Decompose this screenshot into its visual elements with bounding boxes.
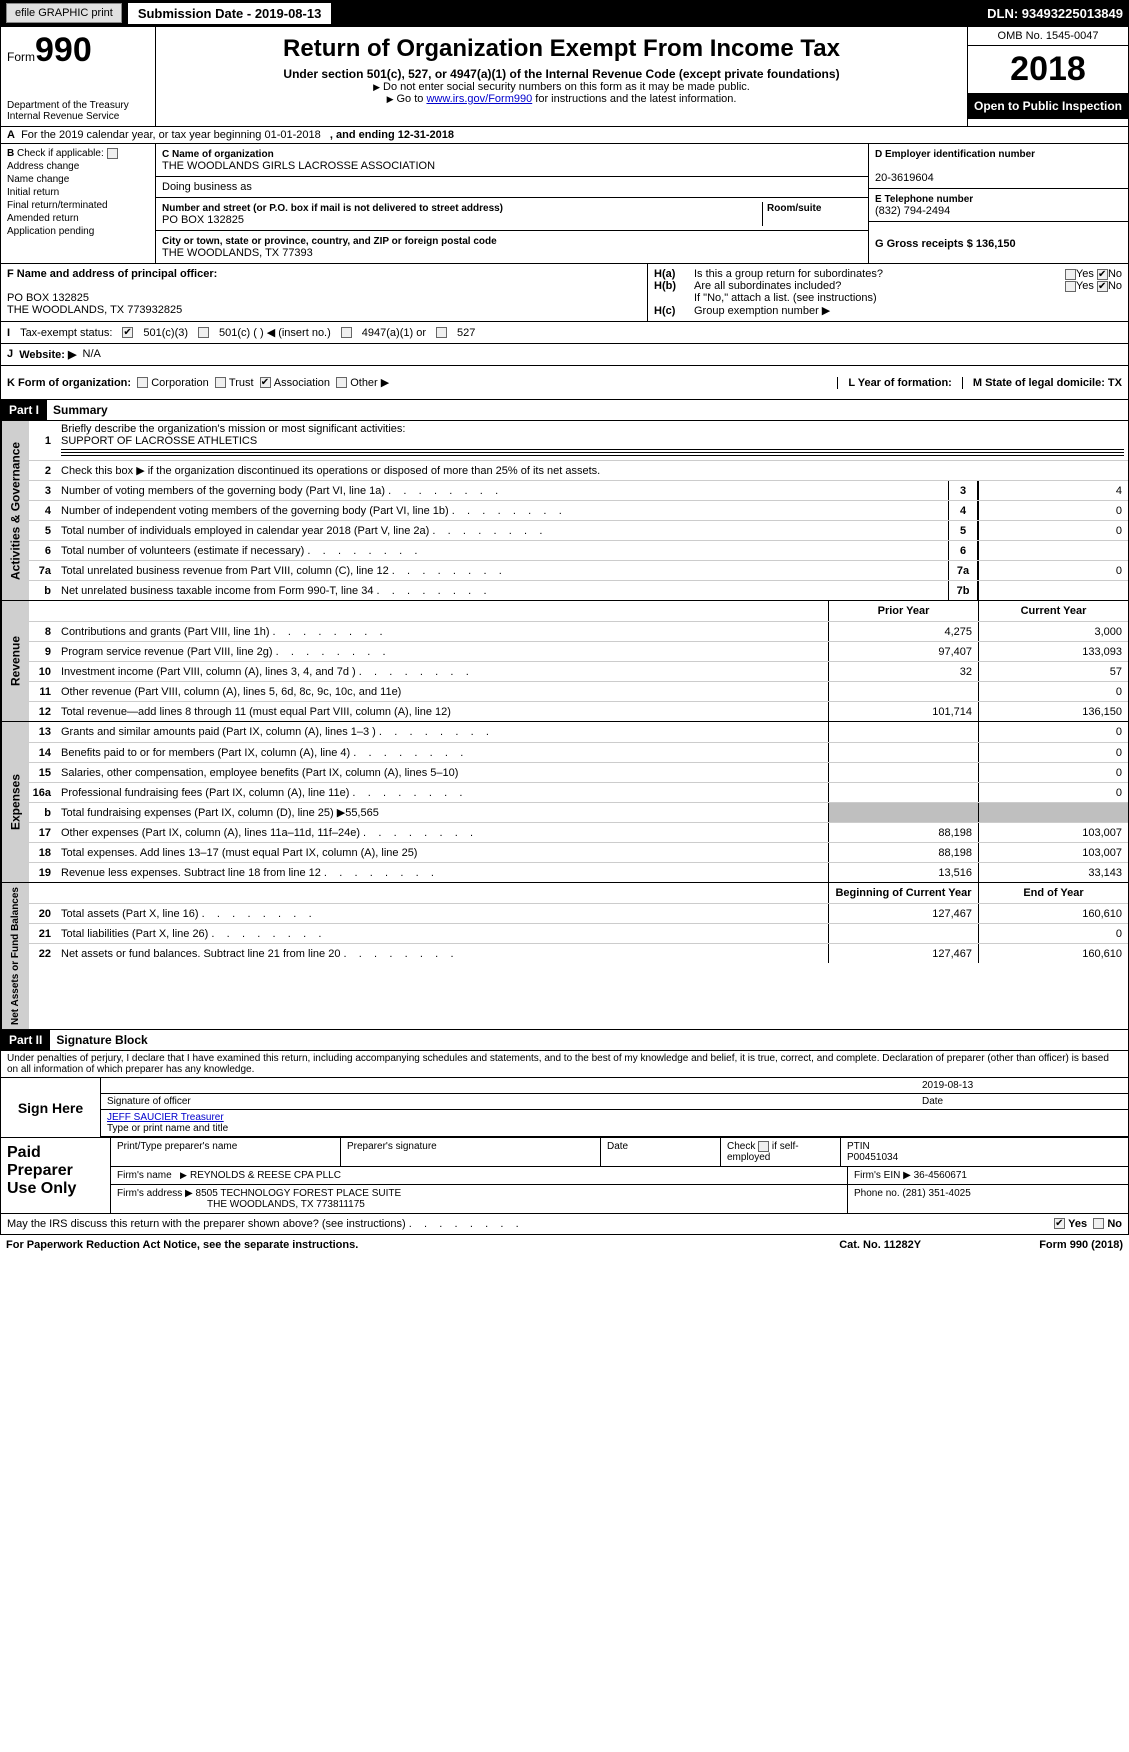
revenue-section: Revenue Prior YearCurrent Year 8Contribu… [0, 601, 1129, 722]
dept-treasury: Department of the Treasury [7, 100, 149, 111]
signature-block: Sign Here 2019-08-13 Signature of office… [0, 1078, 1129, 1138]
street: PO BOX 132825 [162, 214, 244, 226]
column-c: C Name of organizationTHE WOODLANDS GIRL… [156, 144, 868, 263]
section-bcd: B Check if applicable: Address change Na… [0, 144, 1129, 264]
expenses-section: Expenses 13Grants and similar amounts pa… [0, 722, 1129, 883]
row-i: I Tax-exempt status: 501(c)(3) 501(c) ( … [0, 322, 1129, 344]
phone: (832) 794-2494 [875, 205, 950, 217]
col-h: H(a)Is this a group return for subordina… [648, 264, 1128, 321]
form-prefix: Form [7, 50, 35, 64]
form-subtitle: Under section 501(c), 527, or 4947(a)(1)… [162, 67, 961, 81]
row-j: J Website: ▶ N/A [0, 344, 1129, 366]
form-note1: Do not enter social security numbers on … [162, 81, 961, 93]
tax-year: 2018 [968, 46, 1128, 93]
org-name: THE WOODLANDS GIRLS LACROSSE ASSOCIATION [162, 160, 435, 172]
part1-header: Part I Summary [0, 400, 1129, 421]
ein: 20-3619604 [875, 172, 934, 184]
form-number: 990 [35, 31, 92, 69]
form-title: Return of Organization Exempt From Incom… [162, 35, 961, 63]
dln: DLN: 93493225013849 [987, 6, 1129, 21]
dept-irs: Internal Revenue Service [7, 111, 149, 122]
section-fgh: F Name and address of principal officer:… [0, 264, 1129, 322]
signer-name[interactable]: JEFF SAUCIER Treasurer [107, 1112, 224, 1123]
submission-date: Submission Date - 2019-08-13 [128, 3, 332, 24]
discuss-row: May the IRS discuss this return with the… [0, 1214, 1129, 1235]
perjury-statement: Under penalties of perjury, I declare th… [0, 1051, 1129, 1078]
topbar: efile GRAPHIC print Submission Date - 20… [0, 0, 1129, 26]
row-a: A For the 2019 calendar year, or tax yea… [0, 127, 1129, 144]
net-assets-section: Net Assets or Fund Balances Beginning of… [0, 883, 1129, 1030]
form-header: Form990 Department of the Treasury Inter… [0, 26, 1129, 127]
open-to-public: Open to Public Inspection [968, 93, 1128, 119]
form-note2: Go to www.irs.gov/Form990 for instructio… [162, 93, 961, 105]
efile-button[interactable]: efile GRAPHIC print [6, 3, 122, 23]
column-b: B Check if applicable: Address change Na… [1, 144, 156, 263]
gross-receipts: G Gross receipts $ 136,150 [875, 238, 1016, 250]
part2-header: Part II Signature Block [0, 1030, 1129, 1051]
omb-number: OMB No. 1545-0047 [968, 27, 1128, 46]
paid-preparer: Paid Preparer Use Only Print/Type prepar… [0, 1138, 1129, 1214]
column-d: D Employer identification number20-36196… [868, 144, 1128, 263]
row-k: K Form of organization: Corporation Trus… [0, 366, 1129, 400]
footer: For Paperwork Reduction Act Notice, see … [0, 1235, 1129, 1255]
activities-governance: Activities & Governance 1Briefly describ… [0, 421, 1129, 601]
checkbox[interactable] [107, 148, 118, 159]
irs-link[interactable]: www.irs.gov/Form990 [426, 93, 532, 105]
city: THE WOODLANDS, TX 77393 [162, 247, 313, 259]
col-f: F Name and address of principal officer:… [1, 264, 648, 321]
